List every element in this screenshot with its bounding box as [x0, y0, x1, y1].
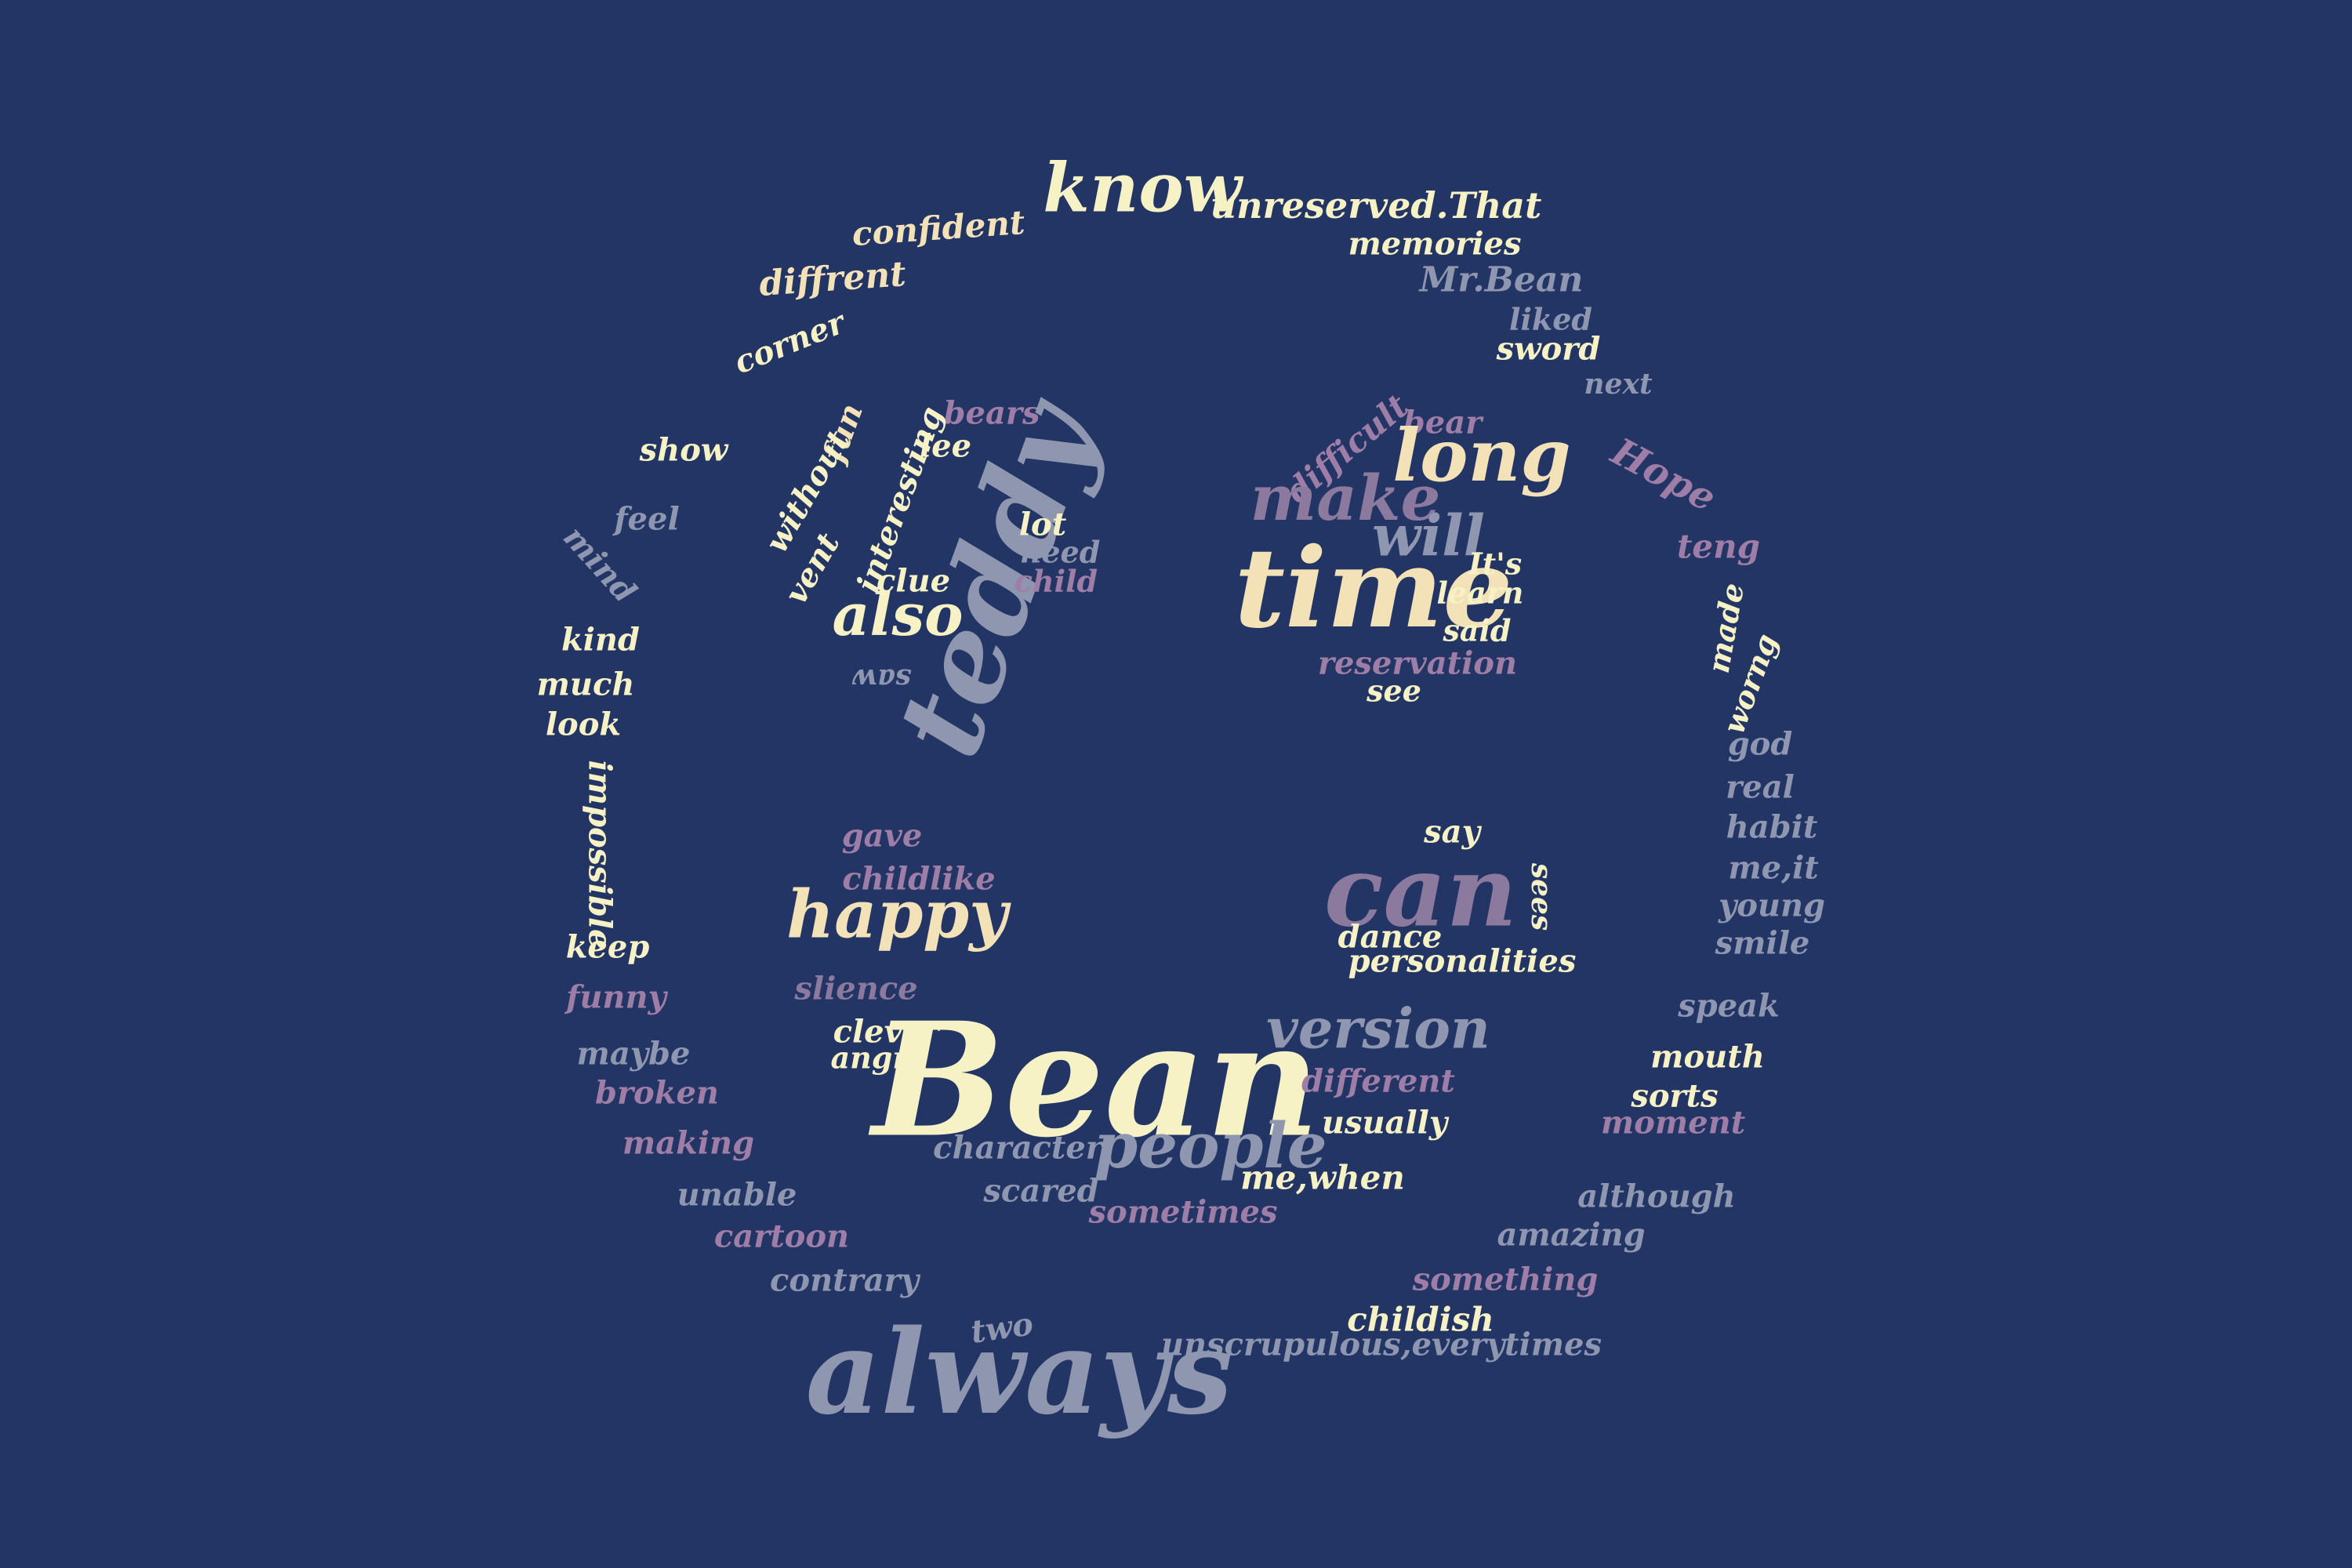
cloud-word-hope: Hope: [1603, 429, 1723, 521]
cloud-word-different: different: [1301, 1063, 1455, 1100]
cloud-word-reservation: reservation: [1318, 645, 1517, 682]
cloud-word-saw: saw: [851, 662, 913, 695]
cloud-word-version: version: [1266, 996, 1490, 1062]
cloud-word-gave: gave: [842, 818, 923, 855]
cloud-word-teng: teng: [1677, 528, 1760, 566]
cloud-word-contrary: contrary: [770, 1262, 921, 1299]
cloud-word-sword: sword: [1496, 331, 1601, 368]
cloud-word-clever: clever: [833, 1014, 942, 1051]
cloud-word-memories: memories: [1348, 226, 1521, 263]
cloud-word-young: young: [1718, 887, 1825, 924]
cloud-word-personalities: personalities: [1348, 943, 1577, 980]
cloud-word-although: although: [1577, 1178, 1735, 1215]
cloud-word-maybe: maybe: [577, 1036, 691, 1073]
cloud-word-something: something: [1412, 1261, 1599, 1298]
cloud-word-angry: angry: [831, 1040, 928, 1076]
cloud-word-also: also: [832, 582, 963, 649]
cloud-word-unable: unable: [677, 1177, 797, 1214]
cloud-word-god: god: [1728, 726, 1793, 763]
cloud-word-can: can: [1324, 836, 1517, 949]
cloud-word-bear: bear: [1403, 405, 1484, 441]
cloud-word-funny: funny: [564, 979, 668, 1016]
cloud-word-bean: Bean: [868, 989, 1319, 1173]
cloud-word-learn: learn: [1437, 575, 1524, 611]
cloud-word-happy: happy: [786, 876, 1011, 953]
cloud-word-childlike: childlike: [842, 861, 995, 898]
cloud-word-liked: liked: [1509, 302, 1592, 337]
cloud-word-mouth: mouth: [1650, 1039, 1765, 1076]
cloud-word-slience: slience: [793, 971, 917, 1007]
cloud-word-making: making: [622, 1125, 754, 1162]
cloud-word-much: much: [537, 666, 635, 703]
cloud-word-unreserved: unreserved.That: [1210, 184, 1542, 227]
cloud-word-two: two: [968, 1305, 1035, 1351]
cloud-word-need: need: [1020, 535, 1101, 570]
cloud-word-time: time: [1234, 524, 1512, 653]
cloud-word-real: real: [1726, 769, 1795, 806]
cloud-word-corner: corner: [729, 303, 852, 381]
cloud-word-sees: sees: [1525, 862, 1558, 931]
cloud-word-unscrupulous: unscrupulous,everytimes: [1161, 1327, 1602, 1363]
cloud-word-cartoon: cartoon: [714, 1218, 849, 1255]
cloud-word-confident: confident: [851, 203, 1026, 253]
cloud-word-scared: scared: [982, 1173, 1098, 1210]
cloud-word-moment: moment: [1601, 1105, 1746, 1142]
cloud-word-see: see: [1366, 673, 1421, 709]
cloud-word-sometimes: sometimes: [1088, 1194, 1278, 1231]
cloud-word-always: always: [806, 1304, 1233, 1440]
cloud-word-people: people: [1094, 1109, 1327, 1182]
cloud-word-bears: bears: [944, 395, 1040, 432]
cloud-word-impossible: impossible: [582, 760, 619, 949]
cloud-word-lot: lot: [1019, 506, 1067, 543]
cloud-word-look: look: [546, 706, 621, 743]
cloud-word-show: show: [639, 432, 729, 469]
cloud-word-say: say: [1423, 814, 1482, 851]
cloud-word-clue: clue: [877, 563, 950, 600]
cloud-word-broken: broken: [595, 1075, 719, 1112]
cloud-word-childish: childish: [1347, 1301, 1494, 1339]
cloud-word-sorts: sorts: [1630, 1078, 1718, 1115]
cloud-word-lee: lee: [920, 428, 971, 465]
cloud-word-will: will: [1372, 503, 1485, 569]
cloud-word-keep: keep: [566, 929, 650, 966]
cloud-word-habit: habit: [1726, 809, 1818, 846]
cloud-word-make: make: [1250, 461, 1441, 535]
cloud-word-child: child: [1014, 564, 1098, 599]
cloud-word-long: long: [1392, 413, 1571, 498]
cloud-word-amazing: amazing: [1497, 1217, 1645, 1254]
cloud-word-smile: smile: [1715, 925, 1810, 962]
cloud-word-diffrent: diffrent: [758, 254, 907, 304]
cloud-word-its: It's: [1468, 546, 1522, 582]
cloud-word-kind: kind: [561, 622, 640, 659]
cloud-word-know: know: [1043, 149, 1243, 228]
cloud-word-next: next: [1584, 368, 1653, 401]
cloud-word-mrbean: Mr.Bean: [1418, 260, 1584, 300]
cloud-word-feel: feel: [612, 501, 679, 538]
cloud-word-character: character: [933, 1130, 1105, 1167]
cloud-word-speak: speak: [1677, 988, 1780, 1025]
cloud-word-mewhen: me,when: [1240, 1159, 1405, 1197]
cloud-word-meit: me,it: [1728, 850, 1819, 887]
cloud-word-said: said: [1442, 613, 1511, 648]
cloud-word-usually: usually: [1322, 1105, 1450, 1142]
cloud-word-dance: dance: [1338, 919, 1443, 956]
